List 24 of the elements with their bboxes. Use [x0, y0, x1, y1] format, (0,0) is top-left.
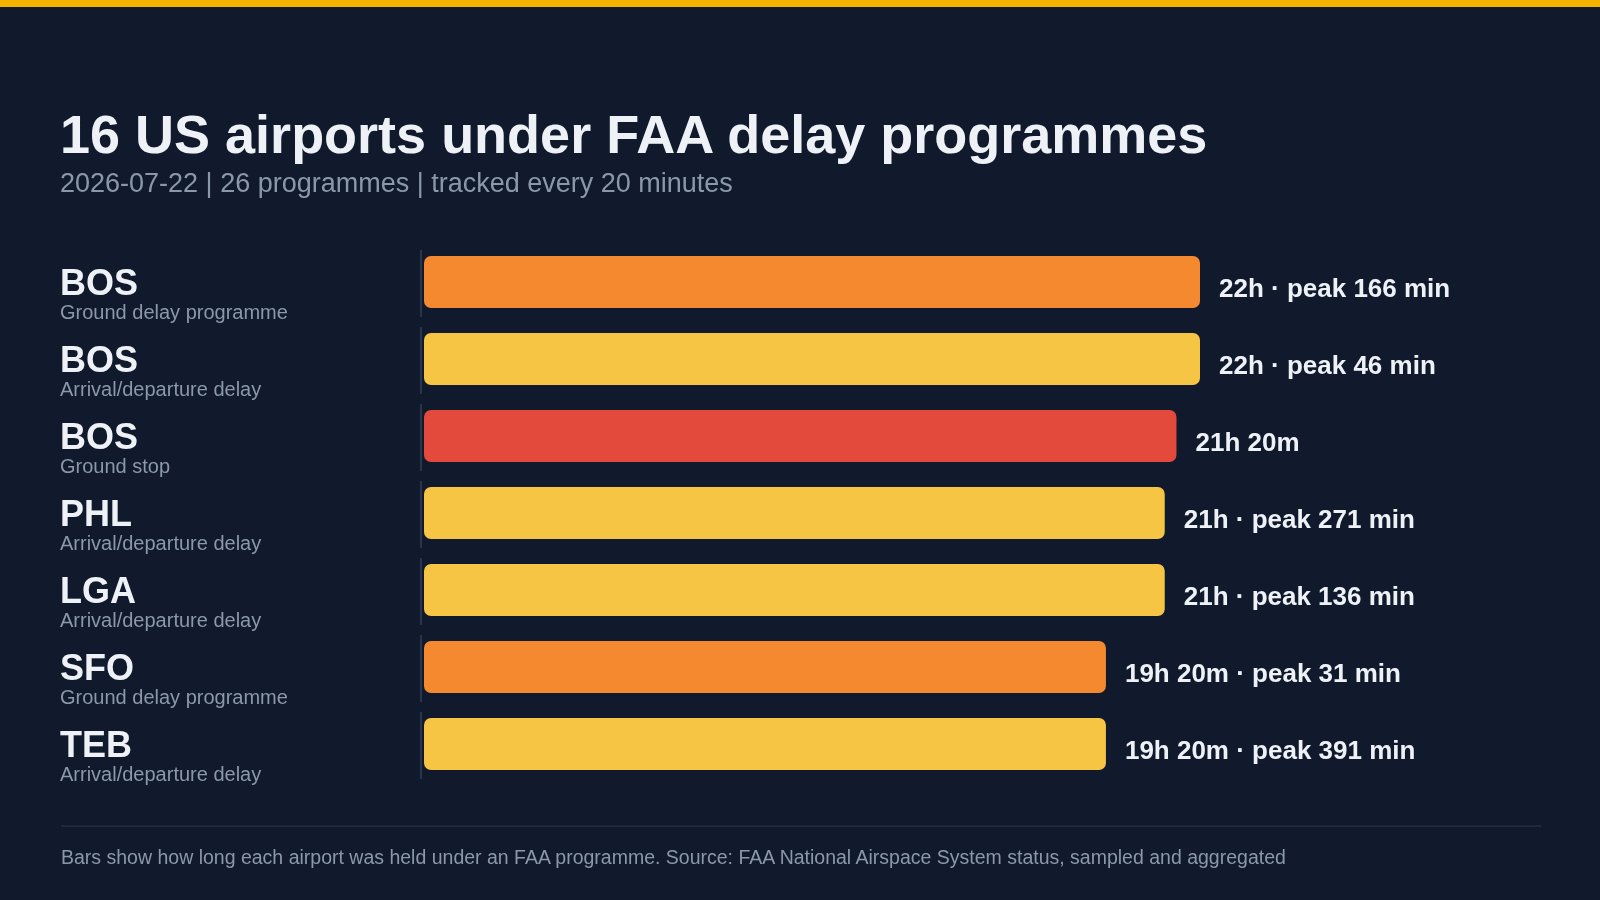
- y-tick-label: BOS Ground delay programme: [60, 262, 288, 323]
- data-label: 21h · peak 136 min: [1183, 581, 1415, 611]
- bar: [424, 410, 1177, 462]
- bar: [424, 641, 1106, 693]
- y-tick-label: LGA Arrival/departure delay: [60, 570, 262, 631]
- chart-title: 16 US airports under FAA delay programmes: [60, 104, 1208, 164]
- data-label: 22h · peak 46 min: [1219, 350, 1436, 380]
- bar: [424, 333, 1200, 385]
- y-tick-label: BOS Arrival/departure delay: [60, 339, 262, 400]
- y-tick-label: BOS Ground stop: [60, 416, 171, 477]
- data-label: 22h · peak 166 min: [1219, 273, 1451, 303]
- bar: [424, 718, 1106, 770]
- data-label: 19h 20m · peak 391 min: [1124, 735, 1416, 765]
- data-label: 19h 20m · peak 31 min: [1124, 658, 1401, 688]
- data-label: 21h · peak 271 min: [1183, 504, 1415, 534]
- data-label: 21h 20m: [1195, 427, 1300, 457]
- text: Bars show how long each airport was held under an FAA programme. Source: FAA National Airspace System status, sampled and aggregated: [61, 846, 1286, 868]
- y-tick-label: TEB Arrival/departure delay: [60, 724, 262, 785]
- y-tick-label: PHL Arrival/departure delay: [60, 493, 262, 554]
- bar: [424, 564, 1165, 616]
- chart-subtitle: 2026-07-22 | 26 programmes | tracked every 20 minutes: [60, 168, 733, 198]
- bar: [424, 487, 1165, 539]
- y-tick-label: SFO Ground delay programme: [60, 647, 288, 708]
- bar: [424, 256, 1200, 308]
